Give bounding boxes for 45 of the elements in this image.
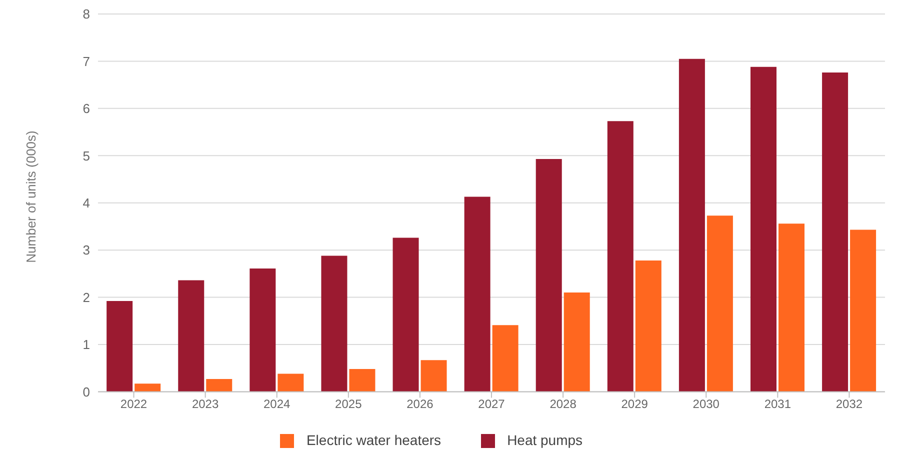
legend-label: Heat pumps bbox=[507, 432, 583, 448]
y-tick-label: 5 bbox=[82, 148, 90, 164]
bar bbox=[564, 292, 590, 392]
bar bbox=[706, 216, 733, 392]
y-tick-label: 6 bbox=[82, 101, 90, 116]
bar bbox=[321, 256, 348, 392]
bar bbox=[464, 196, 490, 392]
x-tick-label: 2023 bbox=[192, 397, 219, 412]
bar bbox=[750, 66, 776, 392]
legend-label: Electric water heaters bbox=[306, 432, 442, 448]
x-tick-label: 2032 bbox=[836, 397, 863, 412]
bar bbox=[206, 378, 232, 392]
x-tick-label: 2022 bbox=[120, 397, 148, 412]
bar bbox=[536, 158, 562, 392]
y-tick-label: 8 bbox=[82, 6, 90, 22]
bar bbox=[106, 301, 133, 392]
bar bbox=[134, 384, 161, 392]
bar bbox=[349, 369, 376, 392]
bar bbox=[822, 72, 848, 392]
bar bbox=[420, 360, 447, 392]
bar bbox=[778, 224, 804, 392]
x-tick-label: 2025 bbox=[335, 397, 362, 412]
bar bbox=[850, 230, 876, 392]
y-tick-label: 4 bbox=[82, 195, 90, 210]
x-tick-label: 2030 bbox=[692, 397, 720, 412]
y-tick-label: 0 bbox=[82, 384, 90, 400]
bar bbox=[392, 238, 419, 392]
bar bbox=[492, 325, 518, 392]
bar bbox=[250, 268, 276, 392]
bar bbox=[607, 121, 634, 392]
x-tick-label: 2026 bbox=[406, 397, 434, 412]
bar bbox=[635, 260, 662, 392]
bar bbox=[678, 58, 705, 392]
x-tick-label: 2029 bbox=[621, 397, 648, 412]
y-axis-title: Number of units (000s) bbox=[24, 130, 39, 263]
y-tick-label: 7 bbox=[82, 54, 90, 69]
bar bbox=[178, 280, 204, 392]
x-tick-label: 2028 bbox=[550, 397, 577, 412]
y-tick-label: 1 bbox=[82, 337, 90, 352]
x-tick-label: 2031 bbox=[764, 397, 792, 412]
bar bbox=[278, 374, 304, 392]
y-tick-label: 3 bbox=[82, 242, 90, 258]
x-tick-label: 2027 bbox=[478, 397, 506, 412]
y-tick-label: 2 bbox=[82, 290, 90, 305]
x-tick-label: 2024 bbox=[264, 397, 291, 412]
